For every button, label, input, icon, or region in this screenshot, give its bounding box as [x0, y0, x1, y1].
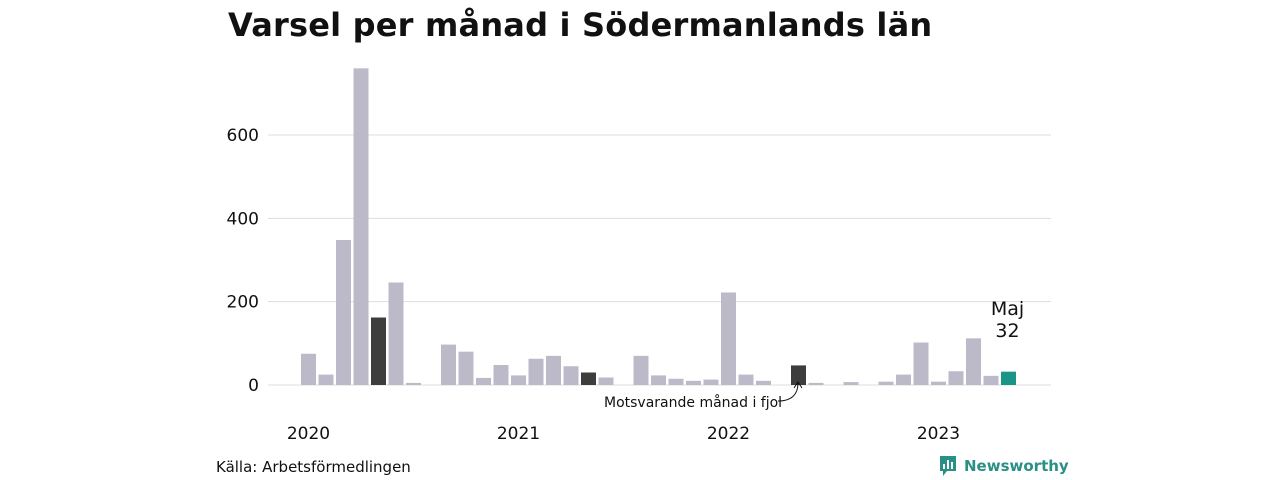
newsworthy-logo-icon — [940, 456, 956, 476]
previous-year-annotation: Motsvarande månad i fjol — [604, 394, 782, 411]
bar — [756, 380, 771, 385]
bar — [633, 355, 649, 385]
bar — [1001, 371, 1016, 385]
bar — [738, 374, 754, 385]
brand-logo[interactable]: Newsworthy — [938, 455, 1069, 477]
highlight-value-label: 32 — [995, 320, 1019, 342]
bar — [318, 374, 334, 385]
bar — [878, 381, 894, 385]
bar — [371, 317, 386, 385]
x-tick-label: 2020 — [287, 424, 330, 444]
x-tick-label: 2021 — [497, 424, 540, 444]
bar — [598, 377, 614, 385]
bar — [336, 240, 351, 385]
bar — [948, 371, 964, 385]
bar — [353, 68, 369, 385]
chart-title: Varsel per månad i Södermanlands län — [228, 6, 933, 44]
y-axis-ticks: 0 200 400 600 — [227, 126, 259, 396]
bar — [703, 379, 719, 385]
bar — [406, 382, 421, 385]
bar — [581, 372, 596, 385]
bar — [931, 381, 946, 385]
bar — [686, 380, 701, 385]
brand-name: Newsworthy — [964, 457, 1069, 475]
y-tick-label: 400 — [227, 209, 259, 229]
bar — [493, 365, 509, 385]
bar — [668, 378, 684, 385]
bar — [966, 338, 981, 385]
bar-series — [301, 68, 1016, 385]
source-label: Källa: Arbetsförmedlingen — [216, 458, 411, 476]
x-axis-year-labels: 2020 2021 2022 2023 — [287, 424, 960, 444]
x-tick-label: 2022 — [707, 424, 750, 444]
bar — [983, 375, 999, 385]
x-tick-label: 2023 — [917, 424, 960, 444]
bar — [913, 342, 929, 385]
bar — [791, 365, 806, 385]
bar — [441, 344, 456, 385]
bar — [808, 382, 824, 385]
bar — [388, 282, 404, 385]
bar — [301, 353, 316, 385]
highlight-month-label: Maj — [991, 298, 1024, 320]
y-tick-label: 600 — [227, 126, 259, 146]
annotation-arrow — [777, 382, 799, 402]
bar — [651, 375, 666, 385]
bar — [458, 351, 474, 385]
bar — [476, 377, 491, 385]
bar — [896, 374, 911, 385]
y-tick-label: 200 — [227, 293, 259, 313]
bar — [563, 366, 579, 385]
bar — [843, 382, 859, 385]
y-tick-label: 0 — [248, 376, 259, 396]
bar — [528, 358, 544, 385]
bar — [511, 375, 526, 385]
bar — [721, 292, 736, 385]
bar — [546, 355, 561, 385]
annotation-arrowhead — [793, 381, 803, 389]
